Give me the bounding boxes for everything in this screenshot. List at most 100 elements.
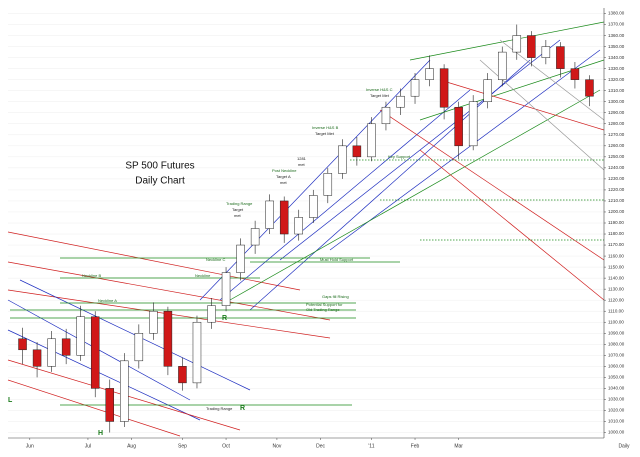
candle-body (90, 316, 100, 389)
y-tick-label: 1290.00 (608, 110, 625, 115)
annotation: Target (232, 207, 244, 212)
annotation: R (222, 315, 227, 322)
annotation: Post Neckline (272, 168, 297, 173)
y-tick-label: 1260.00 (608, 143, 625, 148)
annotation: Target Met (315, 131, 335, 136)
x-tick-label: Mar (454, 443, 463, 449)
y-tick-label: 1080.00 (608, 341, 625, 346)
y-tick-label: 1040.00 (608, 386, 625, 391)
y-tick-label: 1230.00 (608, 176, 625, 181)
y-tick-label: 1310.00 (608, 88, 625, 93)
candle-body (61, 338, 71, 356)
trend-line (7, 379, 181, 437)
y-tick-label: 1010.00 (608, 419, 625, 424)
x-tick-label: Aug (127, 443, 136, 449)
candle-body (338, 145, 347, 174)
trend-line (419, 149, 605, 301)
x-tick-label: Dec (316, 443, 325, 449)
y-tick-label: 1350.00 (608, 44, 625, 49)
y-tick-label: 1200.00 (608, 209, 625, 214)
y-tick-label: 1130.00 (608, 286, 624, 291)
y-tick-label: 1380.00 (608, 11, 625, 16)
y-tick-label: 1120.00 (608, 297, 624, 302)
trend-line (439, 79, 605, 131)
candle-body (512, 35, 522, 53)
y-tick-label: 1280.00 (608, 121, 625, 126)
annotation: L (8, 397, 13, 404)
candle-body (192, 321, 202, 384)
y-tick-label: 1160.00 (608, 253, 624, 258)
annotation: Old Trading Range (306, 307, 340, 312)
y-tick-label: 1220.00 (608, 187, 625, 192)
annotation: Target A (276, 174, 291, 179)
annotation: Neckline C (206, 257, 225, 262)
candle-body (410, 79, 420, 97)
annotation: Potential Support for (306, 302, 343, 307)
annotation: Key Support (388, 154, 411, 159)
candle-body (207, 305, 216, 323)
trend-line (409, 21, 605, 61)
y-tick-label: 1360.00 (608, 33, 625, 38)
annotation: R (240, 405, 245, 412)
y-tick-label: 1090.00 (608, 330, 625, 335)
annotation: met (298, 162, 306, 167)
annotation: met (234, 213, 242, 218)
x-tick-label: Oct (222, 443, 230, 449)
chart-subtitle: Daily Chart (135, 176, 185, 187)
x-tick-label: '11 (368, 443, 374, 449)
annotation: H (98, 430, 103, 437)
candle-body (439, 68, 449, 108)
annotation: Gaps fill Rising (322, 294, 349, 299)
y-tick-label: 1170.00 (608, 242, 624, 247)
annotation: 1281 (297, 156, 307, 161)
candle-body (352, 145, 362, 158)
y-tick-label: 1150.00 (608, 264, 624, 269)
candle-body (527, 35, 536, 58)
axis-labels: 1000.00 1010.00 1020.00 1030.00 1040.00 1050.… (26, 11, 625, 450)
y-tick-label: 1180.00 (608, 231, 624, 236)
annotation: Neckline B (82, 273, 101, 278)
candle-body (323, 173, 333, 196)
candle-body (367, 123, 376, 158)
annotation: Must Hold Support (320, 257, 354, 262)
candle-body (250, 228, 260, 246)
y-tick-label: 1020.00 (608, 408, 625, 413)
y-tick-label: 1140.00 (608, 275, 624, 280)
candle-body (178, 366, 187, 384)
trend-line (229, 89, 601, 301)
y-tick-label: 1030.00 (608, 397, 625, 402)
y-tick-label: 1190.00 (608, 220, 624, 225)
candle-body (396, 95, 405, 108)
candle-body (18, 338, 27, 351)
candle-body (32, 349, 42, 367)
candle-body (221, 272, 231, 306)
annotation: Inverse H&S B (312, 125, 339, 130)
candle-body (76, 316, 85, 356)
y-tick-label: 1270.00 (608, 132, 625, 137)
annotation: Trading Range (206, 406, 233, 411)
y-tick-label: 1250.00 (608, 154, 625, 159)
annotation: Target Met (370, 93, 390, 98)
x-tick-label: Feb (411, 443, 420, 449)
annotation: met (280, 180, 288, 185)
y-tick-label: 1240.00 (608, 165, 625, 170)
candles (18, 24, 594, 433)
candle-body (425, 68, 434, 80)
y-tick-label: 1330.00 (608, 66, 625, 71)
y-tick-label: 1340.00 (608, 55, 625, 60)
x-tick-label: Jul (85, 443, 91, 449)
x-tick-label: Sep (178, 443, 187, 449)
trend-line (7, 231, 301, 291)
candle-body (585, 79, 594, 97)
y-tick-label: 1320.00 (608, 77, 625, 82)
annotation: Inverse H&S C (366, 87, 393, 92)
y-tick-label: 1070.00 (608, 352, 625, 357)
y-tick-label: 1300.00 (608, 99, 625, 104)
candle-body (497, 51, 507, 80)
annotation: Neckline A (98, 298, 117, 303)
y-tick-label: 1100.00 (608, 319, 624, 324)
candle-body (279, 200, 289, 235)
candle-body (570, 68, 580, 80)
annotation: Neckline (195, 273, 211, 278)
